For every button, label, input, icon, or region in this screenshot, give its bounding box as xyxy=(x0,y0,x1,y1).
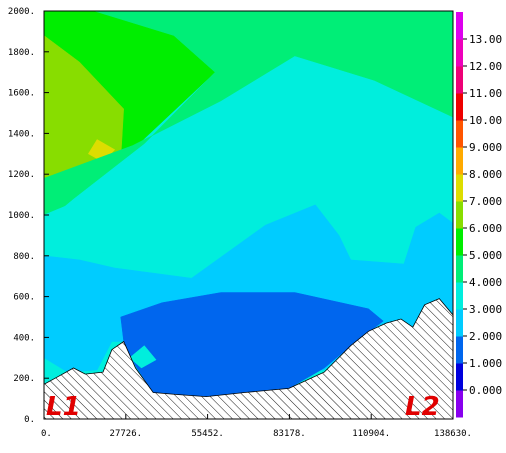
colorbar-label-11: 11.00 xyxy=(469,87,502,100)
colorbar: 0.000 1.000 2.000 3.000 4.000 5.000 6.000 7.000… xyxy=(456,12,502,418)
y-tick-label-7: 1400. xyxy=(8,129,35,139)
colorbar-label-9: 9.000 xyxy=(469,141,502,154)
colorbar-swatch-10 xyxy=(456,120,463,148)
colorbar-label-5: 5.000 xyxy=(469,249,502,262)
y-tick-label-8: 1600. xyxy=(8,89,35,99)
y-tick-label-1: 200. xyxy=(13,374,35,384)
colorbar-swatch-12 xyxy=(456,66,463,94)
colorbar-swatch-11 xyxy=(456,93,463,121)
colorbar-swatch-8 xyxy=(456,174,463,202)
colorbar-label-3: 3.000 xyxy=(469,303,502,316)
y-tick-label-9: 1800. xyxy=(8,48,35,58)
colorbar-label-10: 10.00 xyxy=(469,114,502,127)
colorbar-swatch-1 xyxy=(456,363,463,391)
x-axis: 0. 27726. 55452. 83178. 110904. 138630. xyxy=(41,414,472,439)
colorbar-label-12: 12.00 xyxy=(469,60,502,73)
y-tick-label-5: 1000. xyxy=(8,211,35,221)
left-end-label: L1 xyxy=(46,392,81,422)
y-tick-label-3: 600. xyxy=(13,293,35,303)
right-end-label: L2 xyxy=(405,392,440,422)
colorbar-label-0: 0.000 xyxy=(469,384,502,397)
y-tick-label-2: 400. xyxy=(13,333,35,343)
colorbar-label-1: 1.000 xyxy=(469,357,502,370)
contour-region-7 xyxy=(120,292,384,397)
colorbar-swatch-3 xyxy=(456,309,463,337)
colorbar-swatch-5 xyxy=(456,255,463,283)
colorbar-label-8: 8.000 xyxy=(469,168,502,181)
colorbar-label-13: 13.00 xyxy=(469,33,502,46)
contour-region-8 xyxy=(129,345,157,369)
colorbar-swatch-6 xyxy=(456,228,463,256)
x-tick-label-2: 55452. xyxy=(191,429,224,439)
y-tick-label-4: 800. xyxy=(13,252,35,262)
x-tick-label-5: 138630. xyxy=(434,429,472,439)
colorbar-label-4: 4.000 xyxy=(469,276,502,289)
colorbar-label-2: 2.000 xyxy=(469,330,502,343)
colorbar-swatch-0 xyxy=(456,390,463,418)
plot-area xyxy=(44,11,453,419)
x-tick-label-3: 83178. xyxy=(273,429,306,439)
terrain xyxy=(44,298,453,419)
colorbar-label-6: 6.000 xyxy=(469,222,502,235)
y-tick-label-0: 0. xyxy=(24,415,35,425)
colorbar-swatch-13 xyxy=(456,39,463,67)
y-tick-label-6: 1200. xyxy=(8,170,35,180)
colorbar-swatch-4 xyxy=(456,282,463,310)
y-axis: 0. 200. 400. 600. 800. 1000. 1200. 1400. 1600. 18… xyxy=(8,7,49,425)
colorbar-swatch-9 xyxy=(456,147,463,175)
colorbar-swatch-14 xyxy=(456,12,463,40)
colorbar-swatch-7 xyxy=(456,201,463,229)
contour-region-5 xyxy=(44,88,453,265)
colorbar-swatch-2 xyxy=(456,336,463,364)
colorbar-label-7: 7.000 xyxy=(469,195,502,208)
y-tick-label-10: 2000. xyxy=(8,7,35,17)
contour-region-3 xyxy=(44,11,453,224)
x-tick-label-4: 110904. xyxy=(352,429,390,439)
x-tick-label-0: 0. xyxy=(41,429,52,439)
x-tick-label-1: 27726. xyxy=(110,429,143,439)
